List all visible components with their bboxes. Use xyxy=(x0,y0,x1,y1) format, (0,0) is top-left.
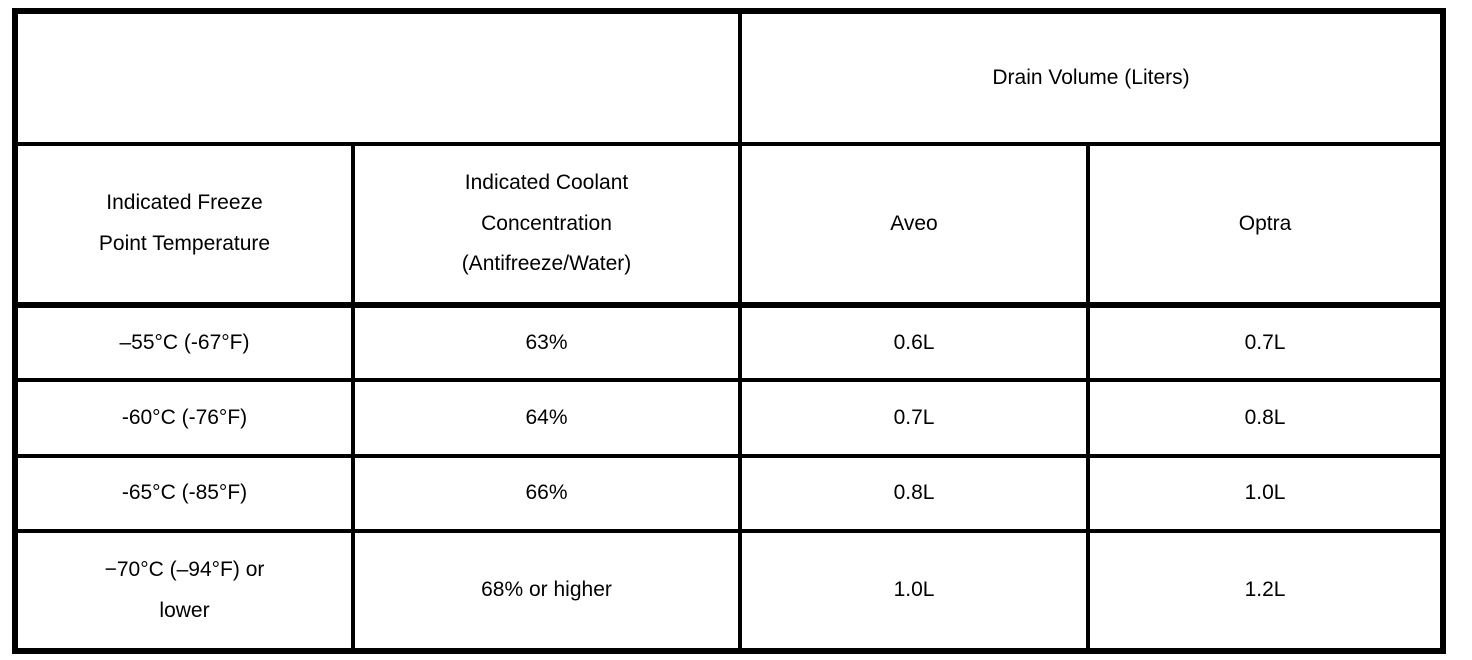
corner-empty-cell xyxy=(13,9,742,146)
aveo-volume-cell: 1.0L xyxy=(738,529,1090,653)
aveo-volume-cell: 0.8L xyxy=(738,454,1090,533)
optra-column-header: Optra xyxy=(1085,142,1446,308)
table-row: –55°C (-67°F) 63% 0.6L 0.7L xyxy=(13,303,1446,382)
concentration-cell: 68% or higher xyxy=(351,529,742,653)
drain-volume-header: Drain Volume (Liters) xyxy=(737,9,1446,146)
optra-volume-cell: 1.0L xyxy=(1085,454,1446,533)
optra-volume-cell: 0.8L xyxy=(1085,378,1446,458)
freeze-point-cell: –55°C (-67°F) xyxy=(13,303,355,382)
table-row: Indicated Freeze Point Temperature Indic… xyxy=(13,142,1446,308)
freeze-point-cell: -65°C (-85°F) xyxy=(13,454,355,533)
coolant-concentration-column-header: Indicated Coolant Concentration (Antifre… xyxy=(351,142,742,308)
aveo-column-header: Aveo xyxy=(738,142,1090,308)
table-row: -65°C (-85°F) 66% 0.8L 1.0L xyxy=(13,454,1446,533)
table-row: -60°C (-76°F) 64% 0.7L 0.8L xyxy=(13,378,1446,458)
concentration-cell: 66% xyxy=(351,454,742,533)
optra-volume-cell: 1.2L xyxy=(1085,529,1446,653)
aveo-volume-cell: 0.6L xyxy=(738,303,1090,382)
concentration-cell: 63% xyxy=(351,303,742,382)
table-row: −70°C (–94°F) or lower 68% or higher 1.0… xyxy=(13,529,1446,653)
concentration-cell: 64% xyxy=(351,378,742,458)
optra-volume-cell: 0.7L xyxy=(1085,303,1446,382)
aveo-volume-cell: 0.7L xyxy=(738,378,1090,458)
freeze-point-column-header: Indicated Freeze Point Temperature xyxy=(13,142,355,308)
coolant-drain-table: Drain Volume (Liters) Indicated Freeze P… xyxy=(12,8,1447,654)
table-row: Drain Volume (Liters) xyxy=(13,9,1446,146)
freeze-point-cell: −70°C (–94°F) or lower xyxy=(13,529,355,653)
freeze-point-cell: -60°C (-76°F) xyxy=(13,378,355,458)
